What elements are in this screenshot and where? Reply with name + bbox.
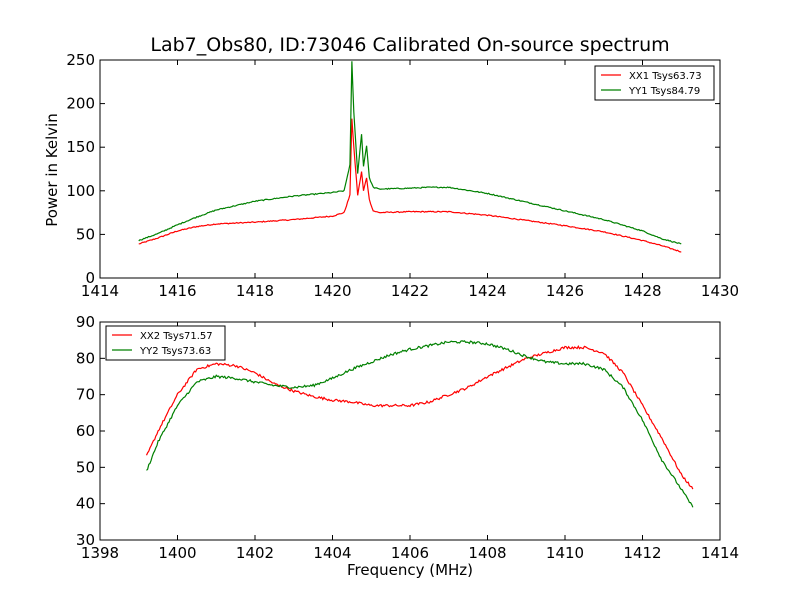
x-tick-label: 1424 bbox=[468, 282, 506, 300]
x-tick-label: 1416 bbox=[158, 282, 196, 300]
series-line-0-0 bbox=[138, 118, 682, 253]
x-tick-label: 1408 bbox=[468, 544, 506, 562]
y-tick-label: 200 bbox=[66, 95, 95, 113]
top-panel: 1414 1416 1418 1420 1422 1424 1426 1428 1430 0 50 1… bbox=[66, 51, 739, 300]
y-tick-label: 0 bbox=[85, 269, 95, 287]
series-line-0-1 bbox=[138, 61, 682, 245]
x-tick-label: 1402 bbox=[236, 544, 274, 562]
x-tick-label: 1414 bbox=[701, 544, 739, 562]
legend: XX1 Tsys63.73 YY1 Tsys84.79 bbox=[594, 65, 715, 101]
x-tick-label: 1410 bbox=[546, 544, 584, 562]
x-tick-label: 1414 bbox=[81, 282, 119, 300]
x-tick-label: 1404 bbox=[313, 544, 351, 562]
x-tick-label: 1400 bbox=[158, 544, 196, 562]
legend-label: XX1 Tsys63.73 bbox=[629, 71, 702, 82]
x-tick-label: 1406 bbox=[391, 544, 429, 562]
x-tick-label: 1418 bbox=[236, 282, 274, 300]
x-tick-label: 1420 bbox=[313, 282, 351, 300]
legend-label: XX2 Tsys71.57 bbox=[140, 331, 213, 342]
x-tick-label: 1398 bbox=[81, 544, 119, 562]
y-tick-label: 60 bbox=[76, 422, 95, 440]
y-tick-label: 30 bbox=[76, 531, 95, 549]
series-line-1-1 bbox=[146, 340, 694, 508]
y-tick-label: 50 bbox=[76, 225, 95, 243]
series-line-1-0 bbox=[145, 345, 694, 490]
y-tick-label: 40 bbox=[76, 495, 95, 513]
bottom-panel: 1398 1400 1402 1404 1406 1408 1410 1412 1414 30 40… bbox=[76, 313, 739, 562]
x-tick-label: 1430 bbox=[701, 282, 739, 300]
y-tick-label: 150 bbox=[66, 138, 95, 156]
y-axis-label: Power in Kelvin bbox=[43, 113, 61, 227]
x-tick-label: 1428 bbox=[623, 282, 661, 300]
y-tick-label: 70 bbox=[76, 386, 95, 404]
y-tick-label: 80 bbox=[76, 349, 95, 367]
y-tick-label: 100 bbox=[66, 182, 95, 200]
y-tick-label: 50 bbox=[76, 458, 95, 476]
x-axis-label: Frequency (MHz) bbox=[346, 561, 474, 579]
legend-label: YY2 Tsys73.63 bbox=[139, 346, 211, 357]
chart-title: Lab7_Obs80, ID:73046 Calibrated On-sourc… bbox=[150, 34, 670, 56]
legend-label: YY1 Tsys84.79 bbox=[628, 86, 700, 97]
y-tick-label: 250 bbox=[66, 51, 95, 69]
x-tick-label: 1412 bbox=[623, 544, 661, 562]
y-tick-label: 90 bbox=[76, 313, 95, 331]
x-tick-label: 1422 bbox=[391, 282, 429, 300]
x-tick-label: 1426 bbox=[546, 282, 584, 300]
legend: XX2 Tsys71.57 YY2 Tsys73.63 bbox=[105, 325, 226, 361]
